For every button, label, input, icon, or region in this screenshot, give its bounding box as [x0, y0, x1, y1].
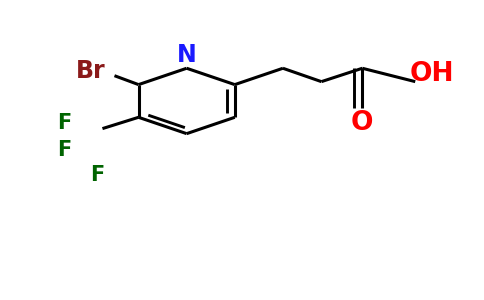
Text: OH: OH	[410, 61, 454, 87]
Text: F: F	[57, 140, 71, 160]
Text: N: N	[177, 43, 197, 67]
Text: O: O	[351, 110, 374, 136]
Text: F: F	[57, 113, 71, 133]
Text: Br: Br	[76, 59, 105, 83]
Text: F: F	[91, 165, 105, 185]
